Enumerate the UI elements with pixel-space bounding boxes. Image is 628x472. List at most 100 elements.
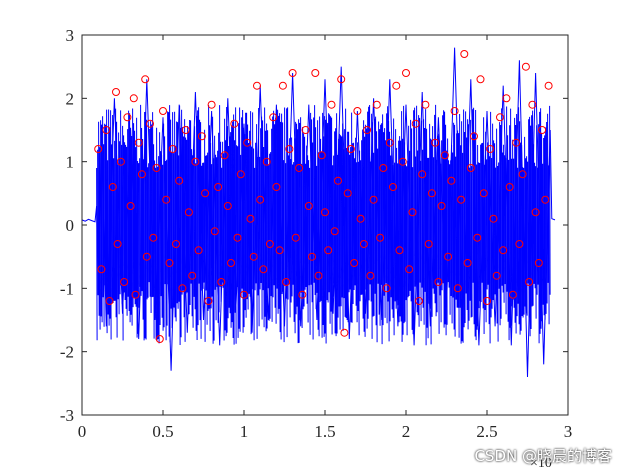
- peak-marker: [191, 157, 200, 166]
- peak-marker: [402, 69, 410, 77]
- x-tick-label: 3: [564, 422, 573, 441]
- peak-marker: [178, 284, 187, 293]
- peak-marker: [230, 119, 239, 128]
- peak-marker: [272, 183, 281, 191]
- peak-marker: [534, 259, 543, 267]
- peak-marker: [505, 183, 514, 191]
- peak-marker: [415, 297, 423, 305]
- peak-marker: [395, 246, 404, 255]
- peak-marker: [243, 138, 252, 147]
- peak-marker: [194, 246, 203, 255]
- peak-marker: [324, 246, 333, 255]
- x-tick-label: 2.5: [476, 422, 497, 441]
- peak-marker: [129, 94, 138, 103]
- peak-marker: [97, 265, 106, 274]
- peak-marker: [240, 290, 248, 299]
- peak-marker: [172, 240, 180, 248]
- y-tick-label: 2: [66, 89, 75, 108]
- peak-marker: [314, 271, 323, 280]
- peak-marker: [278, 81, 287, 90]
- peak-marker: [343, 189, 352, 198]
- peak-marker: [291, 233, 300, 242]
- x-tick-label: 0: [78, 422, 87, 441]
- peak-marker: [165, 259, 174, 267]
- x-tick-label: 1: [240, 422, 249, 441]
- peak-marker: [479, 189, 488, 198]
- peak-marker: [317, 151, 326, 160]
- peak-marker: [379, 164, 388, 172]
- y-tick-label: 1: [66, 153, 75, 172]
- peak-marker: [376, 233, 385, 242]
- peak-marker: [227, 259, 235, 267]
- peak-marker: [275, 246, 284, 255]
- peak-marker: [210, 227, 219, 236]
- peak-marker: [181, 126, 190, 134]
- x-axis: 0 0.5 1 1.5 2 2.5 3: [78, 35, 573, 441]
- peak-marker: [544, 81, 553, 90]
- peak-marker: [321, 208, 329, 217]
- peak-marker: [162, 195, 171, 204]
- peak-marker: [262, 157, 271, 166]
- peak-marker: [363, 126, 372, 134]
- peak-marker: [126, 202, 135, 210]
- x-exponent-label: ×10: [530, 456, 552, 471]
- peak-marker: [411, 119, 420, 128]
- peak-marker: [265, 240, 274, 248]
- peak-marker: [311, 69, 320, 77]
- peak-marker: [346, 145, 355, 153]
- peak-marker: [353, 107, 362, 115]
- peak-marker: [146, 119, 154, 128]
- peak-marker: [418, 170, 427, 179]
- peak-marker: [421, 100, 430, 109]
- y-tick-label: -3: [60, 406, 74, 425]
- peak-marker: [141, 75, 150, 84]
- peak-marker: [392, 81, 401, 90]
- peak-marker: [223, 202, 232, 210]
- peak-marker: [440, 151, 449, 160]
- peak-marker: [499, 246, 508, 255]
- peak-marker: [502, 94, 511, 103]
- peak-marker: [295, 164, 304, 172]
- peak-marker: [94, 145, 103, 153]
- peak-marker: [515, 240, 524, 248]
- peak-marker: [220, 151, 229, 160]
- peak-marker: [431, 138, 440, 147]
- peak-marker: [369, 195, 378, 204]
- peak-marker: [424, 240, 433, 248]
- peak-marker: [350, 259, 359, 267]
- peak-marker: [450, 107, 459, 115]
- peak-marker: [249, 252, 258, 261]
- y-tick-label: 3: [66, 26, 75, 45]
- peak-marker: [131, 290, 140, 299]
- peak-marker: [149, 233, 158, 242]
- peak-marker: [405, 265, 414, 274]
- peak-marker: [434, 278, 443, 286]
- peak-marker: [155, 335, 164, 343]
- peak-marker: [159, 107, 167, 115]
- peak-marker: [217, 278, 226, 286]
- peak-marker: [214, 183, 223, 191]
- peak-marker: [521, 62, 530, 71]
- peak-marker: [269, 113, 278, 122]
- peak-marker: [330, 227, 339, 236]
- peak-marker: [134, 138, 143, 147]
- x-tick-label: 0.5: [152, 422, 173, 441]
- peak-marker: [518, 170, 527, 179]
- peak-marker: [372, 100, 381, 109]
- peak-marker: [427, 189, 436, 198]
- peak-marker: [152, 164, 161, 172]
- peak-marker: [453, 284, 462, 293]
- peak-marker: [492, 271, 501, 280]
- peak-marker: [334, 176, 342, 185]
- peak-marker: [385, 138, 394, 147]
- peak-marker: [105, 297, 114, 305]
- peak-marker: [366, 271, 375, 280]
- peak-marker: [116, 157, 125, 166]
- peak-marker: [473, 233, 482, 242]
- peak-marker: [123, 113, 132, 122]
- peak-markers: [94, 50, 553, 343]
- peak-marker: [460, 50, 469, 58]
- peak-marker: [528, 100, 537, 109]
- peak-marker: [188, 271, 197, 280]
